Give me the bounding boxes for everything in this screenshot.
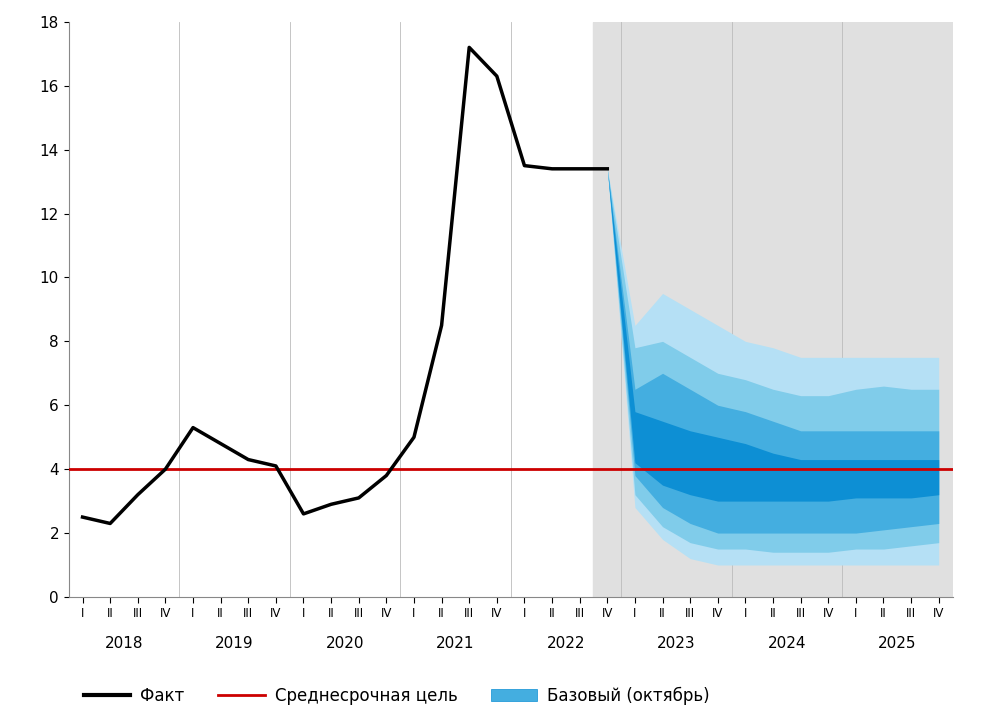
Text: 2018: 2018 (105, 636, 143, 651)
Text: 2020: 2020 (326, 636, 364, 651)
Text: 2024: 2024 (768, 636, 806, 651)
Bar (593, 22, 953, 597)
Text: 2019: 2019 (215, 636, 253, 651)
Text: 2022: 2022 (547, 636, 585, 651)
Legend: Факт, Среднесрочная цель, Базовый (октябрь): Факт, Среднесрочная цель, Базовый (октяб… (77, 680, 717, 712)
Text: 2021: 2021 (436, 636, 474, 651)
Text: 2023: 2023 (657, 636, 695, 651)
Text: 2025: 2025 (878, 636, 916, 651)
